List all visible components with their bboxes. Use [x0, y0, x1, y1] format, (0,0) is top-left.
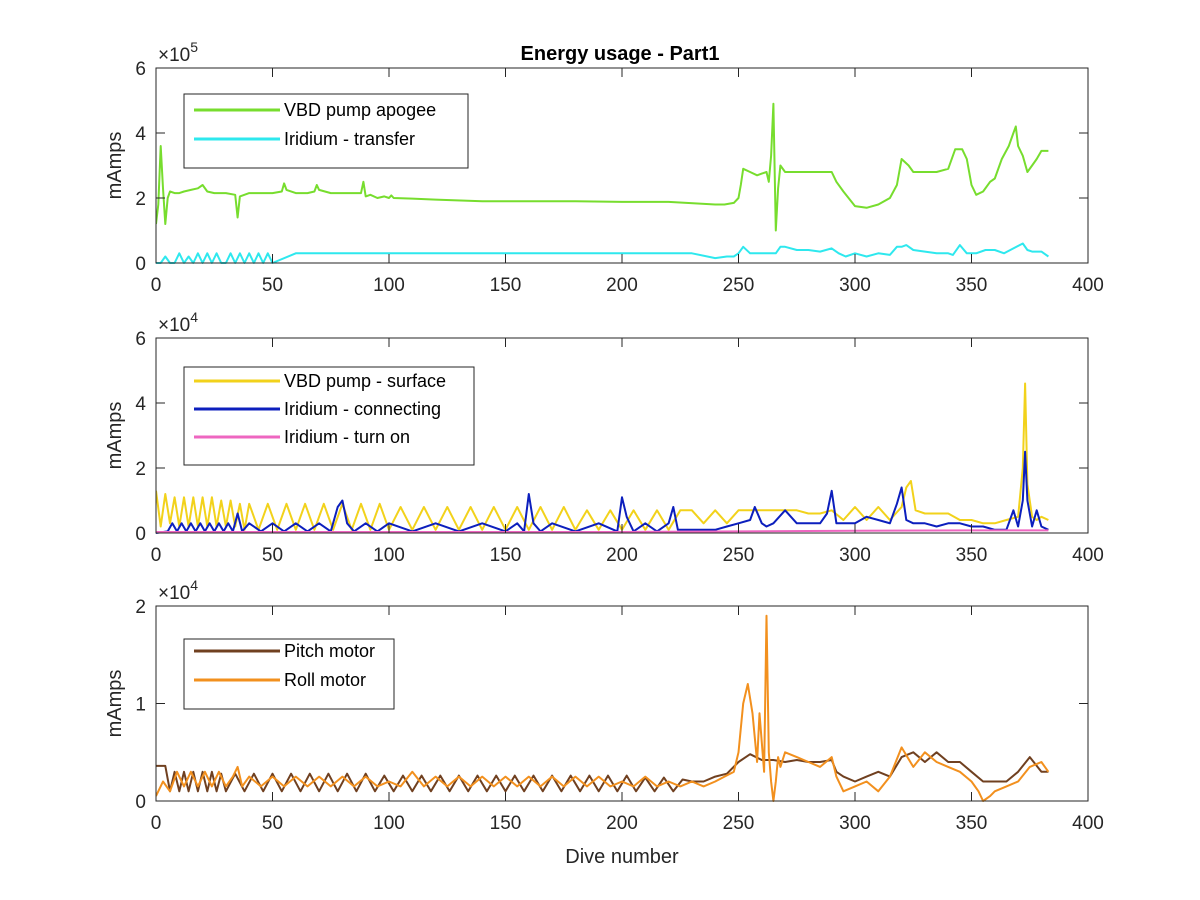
series-line-roll-motor [156, 614, 1050, 802]
y-exponent-label: ×105 [158, 39, 198, 66]
series-line-pitch-motor [156, 751, 1049, 793]
legend-box [183, 93, 469, 169]
legend-label: Iridium - transfer [284, 129, 415, 149]
x-tick-label: 250 [723, 813, 755, 834]
x-tick-label: 350 [956, 545, 988, 566]
legend-label: Pitch motor [284, 641, 375, 661]
x-tick-label: 400 [1072, 275, 1104, 296]
x-tick-label: 200 [606, 275, 638, 296]
y-exponent-label: ×104 [158, 577, 198, 604]
y-tick-label: 6 [135, 329, 146, 350]
series-line-vbd-pump-surface [156, 382, 1049, 531]
legend-label: Iridium - turn on [284, 427, 410, 447]
legend: VBD pump - surface Iridium - connecting Ir… [183, 366, 475, 466]
y-axis-label: mAmps [104, 670, 126, 738]
x-tick-label: 300 [839, 813, 871, 834]
legend: Pitch motor Roll motor [183, 638, 395, 710]
legend-label: VBD pump apogee [284, 100, 436, 120]
x-tick-label: 0 [151, 545, 162, 566]
x-tick-label: 400 [1072, 813, 1104, 834]
y-tick-label: 2 [135, 189, 146, 210]
x-tick-label: 350 [956, 813, 988, 834]
y-tick-label: 6 [135, 59, 146, 80]
x-tick-label: 400 [1072, 545, 1104, 566]
x-tick-label: 0 [151, 813, 162, 834]
chart-panel-1: 0 50 100 150 200 250 300 350 400 0 2 4 6 ×105 mAmps VBD… [104, 39, 1104, 296]
legend-label: Roll motor [284, 670, 366, 690]
x-tick-label: 200 [606, 813, 638, 834]
x-tick-label: 300 [839, 545, 871, 566]
legend-label: Iridium - connecting [284, 399, 441, 419]
x-tick-label: 250 [723, 545, 755, 566]
legend-label: VBD pump - surface [284, 371, 446, 391]
figure-title: Energy usage - Part1 [521, 43, 720, 65]
x-tick-label: 300 [839, 275, 871, 296]
legend: VBD pump apogee Iridium - transfer [183, 93, 469, 169]
chart-panels: 0 50 100 150 200 250 300 350 4000246×105mAmpsVBD… [104, 39, 1104, 868]
x-tick-label: 150 [490, 813, 522, 834]
y-axis-label: mAmps [104, 132, 126, 200]
y-tick-label: 2 [135, 459, 146, 480]
y-axis-label: mAmps [104, 402, 126, 470]
chart-panel-2: 0 50 100 150 200 250 300 350 400 0 2 4 6 ×104 mAmps VBD… [104, 309, 1104, 566]
y-tick-label: 4 [135, 124, 146, 145]
x-tick-label: 150 [490, 275, 522, 296]
x-tick-label: 100 [373, 813, 405, 834]
y-tick-label: 0 [135, 254, 146, 275]
x-tick-label: 200 [606, 545, 638, 566]
series-lines [156, 614, 1050, 802]
y-exponent-label: ×104 [158, 309, 198, 336]
x-tick-label: 50 [262, 545, 283, 566]
x-tick-label: 50 [262, 275, 283, 296]
series-line-iridium-connecting [156, 450, 1049, 534]
x-tick-label: 150 [490, 545, 522, 566]
x-tick-label: 350 [956, 275, 988, 296]
y-tick-label: 2 [135, 597, 146, 618]
y-tick-label: 4 [135, 394, 146, 415]
legend-box [183, 366, 475, 466]
y-tick-label: 0 [135, 524, 146, 545]
series-line-vbd-pump-apogee [156, 102, 1049, 232]
x-tick-label: 100 [373, 275, 405, 296]
y-tick-label: 0 [135, 792, 146, 813]
chart-panel-3: 0 50 100 150 200 250 300 350 400 0 1 2 ×104 mAmps Dive… [104, 577, 1104, 868]
x-axis-label: Dive number [565, 846, 679, 868]
x-tick-label: 250 [723, 275, 755, 296]
x-tick-label: 0 [151, 275, 162, 296]
x-tick-label: 50 [262, 813, 283, 834]
x-tick-label: 100 [373, 545, 405, 566]
y-tick-label: 1 [135, 695, 146, 716]
